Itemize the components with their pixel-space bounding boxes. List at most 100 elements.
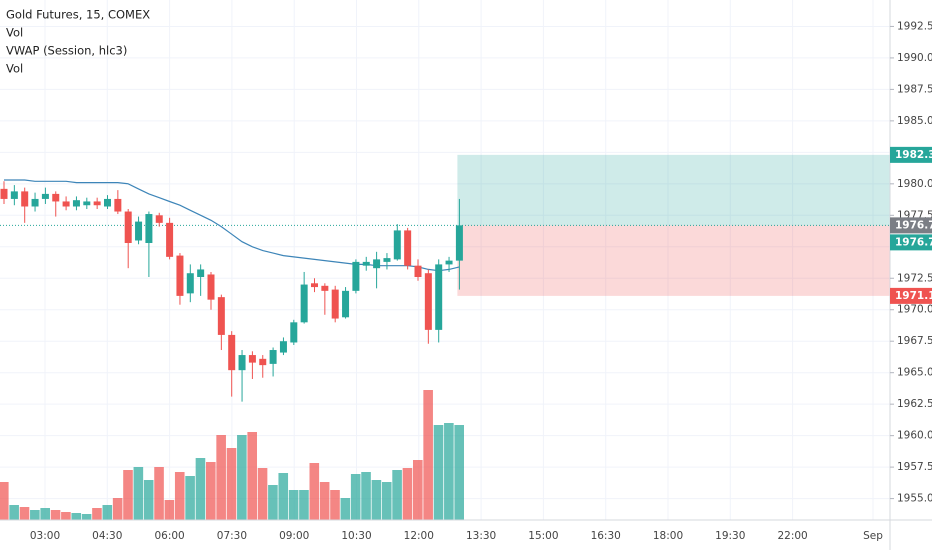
volume-bar — [299, 490, 309, 520]
x-tick-label: 22:00 — [777, 530, 807, 542]
x-tick-label: 09:00 — [279, 530, 309, 542]
candle-body — [104, 198, 111, 207]
volume-bar — [112, 498, 123, 520]
candle-body — [445, 260, 453, 265]
volume-bar — [319, 482, 330, 520]
volume-bar — [102, 505, 113, 520]
volume-bar — [309, 463, 320, 520]
y-tick-label: 1967.5 — [897, 335, 932, 347]
candle-body — [10, 191, 18, 199]
volume-bar — [154, 467, 164, 520]
y-tick-label: 1992.5 — [897, 20, 932, 32]
x-tick-label: 16:30 — [591, 530, 621, 542]
price-label-box — [890, 287, 932, 304]
candle-body — [362, 261, 370, 266]
volume-bar — [185, 476, 195, 520]
volume-bar — [123, 470, 133, 520]
candle-body — [383, 258, 391, 262]
candle-body — [269, 350, 277, 364]
x-tick-label: 15:00 — [528, 530, 558, 542]
candle-body — [228, 334, 236, 371]
price-label: 1982.3 — [895, 149, 932, 161]
candle-body — [311, 283, 318, 288]
volume-bar — [278, 473, 289, 520]
x-tick-label: Sep — [863, 530, 883, 542]
price-label-box — [890, 217, 932, 234]
y-tick-label: 1972.5 — [897, 272, 932, 284]
y-tick-label: 1980.0 — [897, 178, 932, 190]
candle-body — [373, 259, 381, 269]
candle-body — [72, 200, 80, 207]
volume-bar — [81, 514, 92, 520]
candle-body — [414, 265, 422, 277]
indicator-label: Vol — [6, 26, 23, 40]
price-label: 1976.7 — [895, 236, 932, 248]
candle-body — [300, 284, 308, 323]
x-tick-label: 19:30 — [715, 530, 745, 542]
volume-bar — [206, 462, 216, 520]
x-tick-label: 03:00 — [30, 530, 60, 542]
x-tick-label: 13:30 — [466, 530, 496, 542]
y-tick-label: 1962.5 — [897, 398, 932, 410]
volume-bar — [164, 500, 175, 520]
volume-bar — [340, 498, 351, 520]
volume-bar — [257, 468, 268, 520]
candle-body — [404, 230, 412, 266]
volume-bar — [350, 474, 361, 520]
candle-body — [176, 255, 184, 296]
candle-body — [155, 215, 163, 223]
volume-bar — [50, 510, 61, 520]
candle-body — [207, 274, 215, 300]
candle-body — [321, 285, 329, 291]
candle-body — [145, 214, 153, 244]
candle-body — [52, 193, 60, 202]
y-tick-label: 1985.0 — [897, 115, 932, 127]
y-tick-label: 1955.0 — [897, 493, 932, 505]
volume-bar — [268, 485, 278, 520]
y-tick-label: 1987.5 — [897, 83, 932, 95]
candle-body — [41, 193, 49, 199]
grid — [0, 0, 890, 520]
candle-body — [114, 198, 122, 212]
candle-body — [62, 201, 70, 207]
candle-body — [248, 355, 256, 363]
candle-body — [331, 289, 339, 319]
x-tick-label: 18:00 — [653, 530, 683, 542]
volume-bar — [392, 470, 402, 520]
volume-bar — [216, 435, 226, 520]
candle-body — [238, 355, 246, 371]
volume-bar — [226, 448, 237, 520]
candle-body — [93, 201, 101, 206]
x-tick-label: 10:30 — [341, 530, 371, 542]
volume-bar — [30, 510, 40, 520]
candle-body — [31, 198, 39, 207]
candle-body — [352, 261, 360, 291]
indicator-label: Vol — [6, 62, 23, 76]
volume-bar — [433, 425, 444, 520]
volume-bar — [454, 425, 464, 520]
candle-body — [393, 230, 401, 260]
y-tick-label: 1960.0 — [897, 430, 932, 442]
candle-body — [279, 341, 287, 353]
candle-body — [259, 358, 267, 366]
volume-bar — [423, 390, 433, 520]
candle-body — [290, 322, 298, 343]
vwap-line — [4, 179, 460, 272]
chart-title: Gold Futures, 15, COMEX — [6, 8, 150, 22]
candle-body — [217, 297, 225, 335]
plot-area — [0, 154, 890, 520]
candle-body — [424, 273, 432, 330]
candle-body — [0, 188, 8, 199]
price-label-box — [890, 146, 932, 163]
volume-bar — [71, 513, 82, 520]
candle-body — [455, 225, 463, 261]
candle-body — [83, 201, 91, 206]
x-tick-label: 07:30 — [217, 530, 247, 542]
x-tick-label: 06:00 — [154, 530, 184, 542]
indicator-label: VWAP (Session, hlc3) — [6, 44, 127, 58]
volume-bar — [195, 458, 206, 520]
y-tick-label: 1957.5 — [897, 461, 932, 473]
volume-bar — [371, 480, 382, 520]
